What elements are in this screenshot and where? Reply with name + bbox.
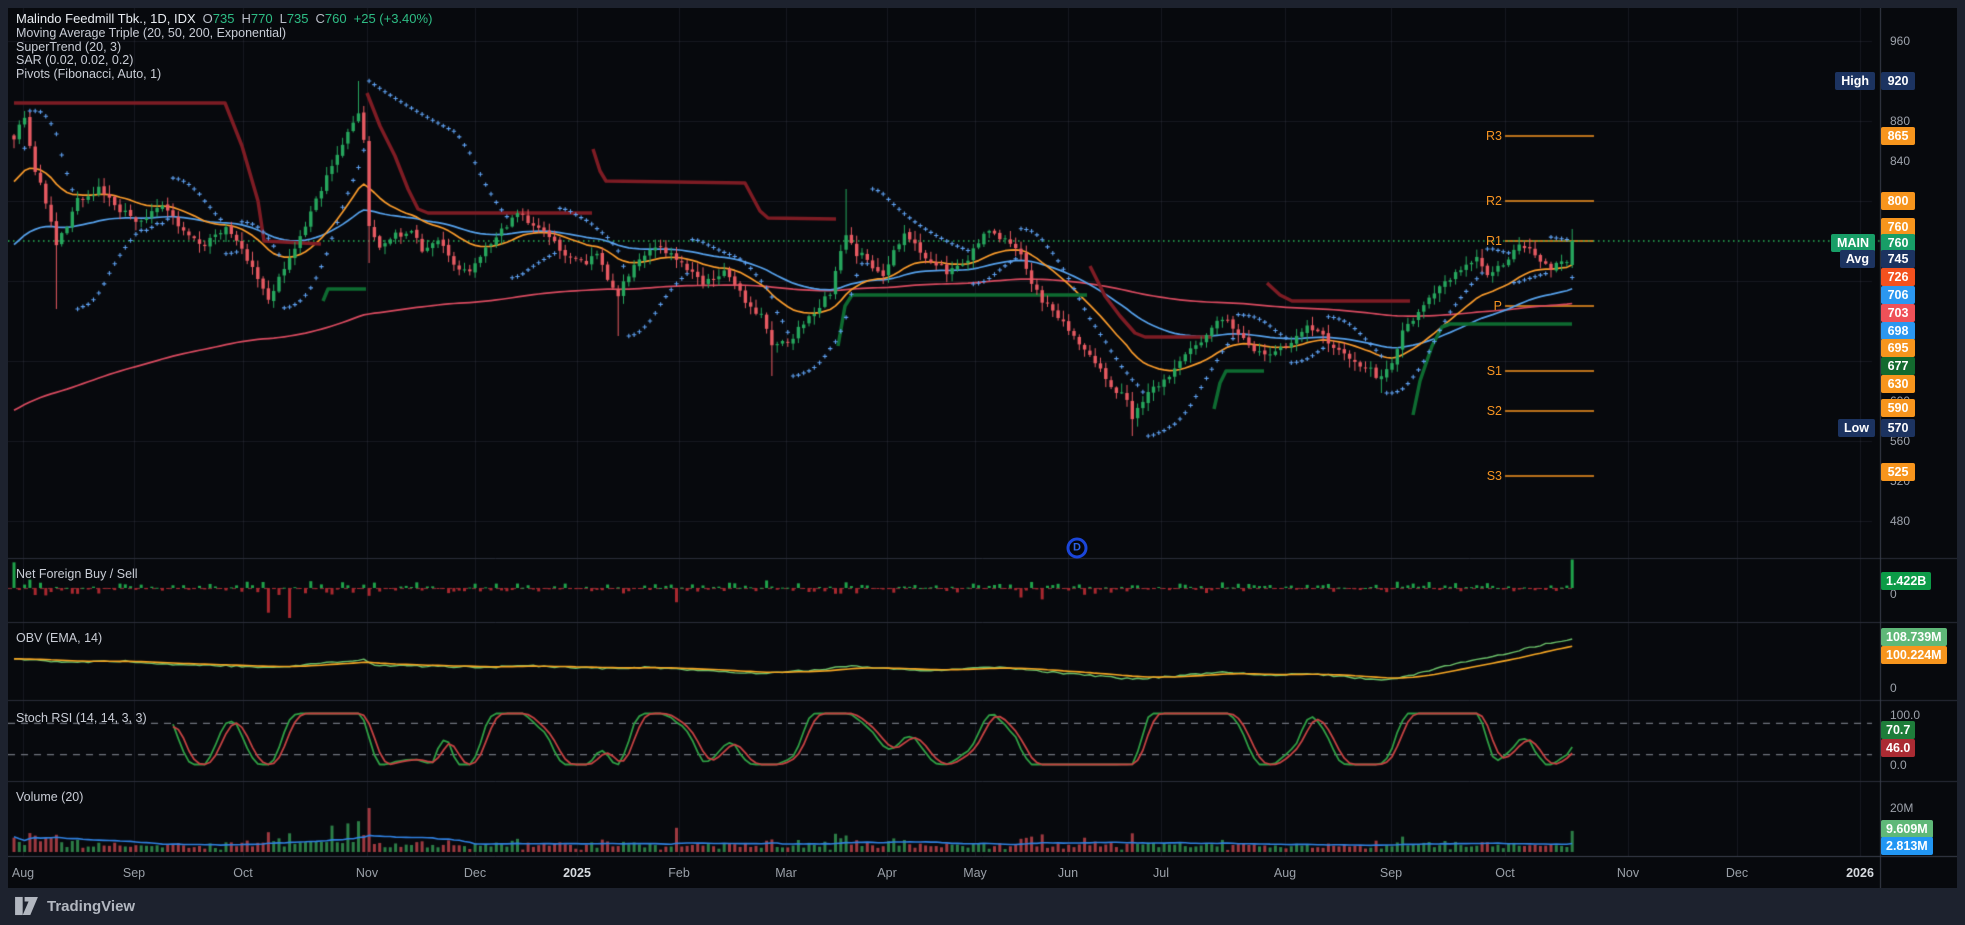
time-axis-label: 2025 xyxy=(563,866,591,880)
high-value: 770 xyxy=(250,11,273,26)
time-axis-label: Aug xyxy=(1273,866,1297,880)
time-axis-label: Sep xyxy=(1379,866,1403,880)
price-axis-chip: 570 xyxy=(1881,419,1915,437)
price-axis-chip: 525 xyxy=(1881,463,1915,481)
indicator-legend-supertrend[interactable]: SuperTrend (20, 3) xyxy=(16,39,122,54)
price-axis-chip: 46.0 xyxy=(1881,739,1916,757)
time-axis-label: Mar xyxy=(775,866,797,880)
price-axis-chip: 865 xyxy=(1881,127,1915,145)
price-axis-chip: 703 xyxy=(1881,304,1915,322)
price-axis-chip: 698 xyxy=(1881,322,1915,340)
symbol-legend-row[interactable]: Malindo Feedmill Tbk., 1D, IDX O735 H770 L7… xyxy=(16,11,432,26)
price-axis-tag-high: High xyxy=(1835,72,1875,90)
price-axis-tick: 960 xyxy=(1890,34,1911,48)
pane-title-volume[interactable]: Volume (20) xyxy=(16,790,84,804)
time-axis-label: May xyxy=(963,866,987,880)
price-axis-chip: 760 xyxy=(1881,234,1915,252)
price-axis-tick: 0 xyxy=(1890,587,1897,601)
time-axis-label: Dec xyxy=(463,866,487,880)
time-axis-label: Oct xyxy=(233,866,253,880)
close-value: 760 xyxy=(324,11,347,26)
price-axis-tag-low: Low xyxy=(1838,419,1875,437)
time-axis-label: Jun xyxy=(1057,866,1079,880)
time-axis-label: Nov xyxy=(355,866,379,880)
price-axis-tag-avg: Avg xyxy=(1839,250,1875,268)
price-axis-tick: 20M xyxy=(1890,801,1914,815)
price-axis-chip: 100.224M xyxy=(1881,646,1947,664)
indicator-legend-pivots[interactable]: Pivots (Fibonacci, Auto, 1) xyxy=(16,66,162,81)
price-axis-chip: 800 xyxy=(1881,192,1915,210)
price-axis-tick: 840 xyxy=(1890,154,1911,168)
price-axis-tick: 0.0 xyxy=(1890,758,1907,772)
price-axis-chip: 1.422B xyxy=(1881,572,1932,590)
price-axis-tick: 880 xyxy=(1890,114,1911,128)
low-value: 735 xyxy=(286,11,309,26)
time-axis-label: Nov xyxy=(1616,866,1640,880)
price-axis-chip: 745 xyxy=(1881,250,1915,268)
price-axis-chip: 677 xyxy=(1881,357,1915,375)
price-axis-chip: 920 xyxy=(1881,72,1915,90)
price-axis-chip: 630 xyxy=(1881,375,1915,393)
close-label: C xyxy=(315,11,325,26)
chart-panel xyxy=(8,8,1957,888)
time-axis-label: Apr xyxy=(877,866,897,880)
high-label: H xyxy=(241,11,251,26)
pane-title-obv[interactable]: OBV (EMA, 14) xyxy=(16,631,103,645)
price-axis-tick: 480 xyxy=(1890,514,1911,528)
open-label: O xyxy=(202,11,213,26)
price-axis-chip: 590 xyxy=(1881,399,1915,417)
pane-title-net-foreign[interactable]: Net Foreign Buy / Sell xyxy=(16,567,138,581)
price-axis-chip: 2.813M xyxy=(1881,837,1933,855)
time-axis-label: Jul xyxy=(1153,866,1169,880)
price-axis-chip: 108.739M xyxy=(1881,628,1947,646)
footer: TradingView xyxy=(14,896,135,916)
tradingview-logo-icon[interactable] xyxy=(14,896,39,916)
time-axis-label: Dec xyxy=(1725,866,1749,880)
price-axis-tick: 0 xyxy=(1890,681,1897,695)
price-axis-chip: 70.7 xyxy=(1881,721,1916,739)
time-axis-label: Aug xyxy=(11,866,35,880)
symbol-title: Malindo Feedmill Tbk., 1D, IDX xyxy=(16,11,196,26)
low-label: L xyxy=(279,11,287,26)
price-axis-tag-main: MAIN xyxy=(1831,234,1875,252)
price-axis-chip: 726 xyxy=(1881,268,1915,286)
price-axis-chip: 706 xyxy=(1881,286,1915,304)
price-axis-chip: 760 xyxy=(1881,218,1915,236)
indicator-legend-ma-triple[interactable]: Moving Average Triple (20, 50, 200, Expo… xyxy=(16,26,287,40)
open-value: 735 xyxy=(212,11,235,26)
indicator-legend-sar[interactable]: SAR (0.02, 0.02, 0.2) xyxy=(16,53,134,68)
price-axis-tick: 100.0 xyxy=(1890,708,1921,722)
pane-title-stoch-rsi[interactable]: Stoch RSI (14, 14, 3, 3) xyxy=(16,711,147,725)
time-axis-label: Oct xyxy=(1495,866,1515,880)
time-axis-label: Sep xyxy=(122,866,146,880)
price-axis-chip: 9.609M xyxy=(1881,820,1933,838)
main-chart-canvas[interactable] xyxy=(8,8,1957,888)
dividend-marker[interactable]: D xyxy=(1066,537,1088,559)
price-axis-tick: 560 xyxy=(1890,434,1911,448)
tradingview-logo-text[interactable]: TradingView xyxy=(47,897,136,915)
chart-legend: Malindo Feedmill Tbk., 1D, IDX O735 H770 L7… xyxy=(16,11,432,81)
time-axis-label: Feb xyxy=(668,866,690,880)
time-axis-label: 2026 xyxy=(1846,866,1874,880)
price-axis-chip: 695 xyxy=(1881,339,1915,357)
change-value: +25 (+3.40%) xyxy=(353,11,433,26)
